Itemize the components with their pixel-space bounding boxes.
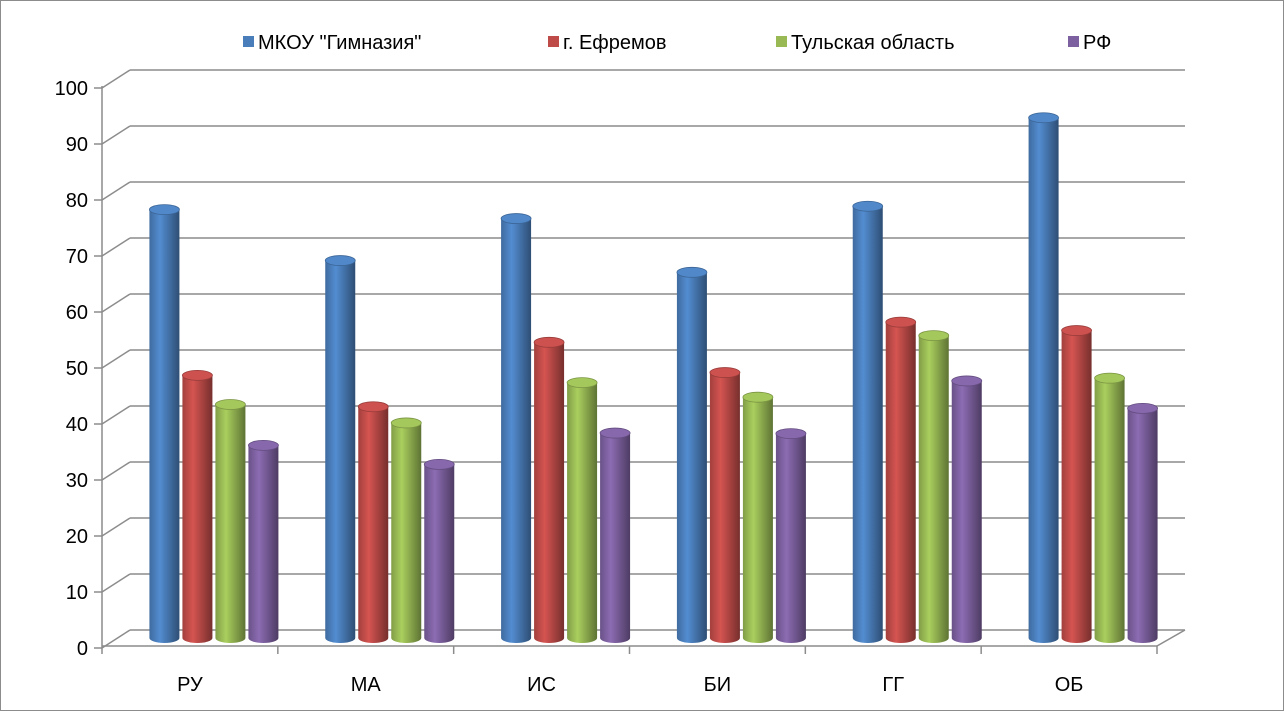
x-tick-label: МА [351, 674, 382, 696]
bar [357, 401, 389, 643]
y-tick-labels: 0 10 20 30 40 50 60 70 80 90 100 [55, 78, 88, 660]
legend-label: Тульская область [791, 32, 955, 54]
legend-item: Тульская область [776, 32, 955, 54]
bar [742, 391, 774, 643]
bar [149, 204, 180, 643]
bar [182, 369, 213, 643]
legend-label: РФ [1083, 32, 1111, 54]
bar [248, 439, 279, 643]
bar [390, 417, 422, 643]
legend-item: РФ [1068, 32, 1111, 54]
legend-item: МКОУ "Гимназия" [243, 32, 421, 54]
bar [918, 330, 950, 643]
y-tick-label: 60 [66, 302, 88, 324]
bar [599, 427, 631, 643]
bar [885, 316, 917, 643]
legend-swatch [548, 36, 559, 47]
bar [676, 266, 708, 643]
bars [149, 112, 1158, 644]
bar [533, 336, 565, 643]
bar [215, 399, 246, 643]
gridline-side [101, 237, 131, 257]
legend-swatch [243, 36, 254, 47]
legend-label: МКОУ "Гимназия" [258, 32, 421, 54]
y-tick-label: 100 [55, 78, 88, 100]
axes [101, 646, 1158, 654]
gridline-side [101, 125, 131, 145]
gridline-side [101, 69, 131, 89]
y-tick-label: 10 [66, 582, 88, 604]
legend-label: г. Ефремов [563, 32, 667, 54]
bar [423, 458, 455, 643]
bar [566, 377, 598, 643]
y-tick-label: 90 [66, 134, 88, 156]
y-tick-label: 20 [66, 526, 88, 548]
gridline-side [101, 517, 131, 537]
gridline-side [101, 461, 131, 481]
bar [951, 375, 983, 643]
gridline-side [101, 293, 131, 313]
y-tick-label: 0 [77, 638, 88, 660]
legend-swatch [1068, 36, 1079, 47]
bar [500, 213, 532, 643]
x-tick-label: РУ [177, 674, 203, 696]
x-tick-label: ОБ [1055, 674, 1084, 696]
legend-swatch [776, 36, 787, 47]
gridline-side [101, 405, 131, 425]
y-tick-label: 40 [66, 414, 88, 436]
gridline-side [101, 573, 131, 593]
y-tick-label: 80 [66, 190, 88, 212]
y-tick-label: 70 [66, 246, 88, 268]
x-tick-label: ГГ [882, 674, 904, 696]
bar [1028, 112, 1059, 643]
gridlines [94, 69, 1185, 649]
x-tick-labels: РУ МА ИС БИ ГГ ОБ [177, 674, 1083, 696]
x-tick-label: ИС [527, 674, 556, 696]
floor-right-edge [1156, 629, 1186, 647]
bar [852, 200, 884, 644]
bar [775, 428, 807, 643]
gridline-side [101, 181, 131, 201]
bar [324, 255, 356, 643]
y-tick-label: 50 [66, 358, 88, 380]
gridline-side [101, 349, 131, 369]
y-tick-label: 30 [66, 470, 88, 492]
bar [1061, 325, 1092, 643]
legend-item: г. Ефремов [548, 32, 667, 54]
x-tick-label: БИ [704, 674, 732, 696]
bar [709, 367, 741, 643]
gridline-side [101, 629, 131, 649]
legend: МКОУ "Гимназия" г. Ефремов Тульская област… [243, 32, 1111, 54]
bar [1127, 402, 1158, 643]
bar [1094, 372, 1125, 643]
